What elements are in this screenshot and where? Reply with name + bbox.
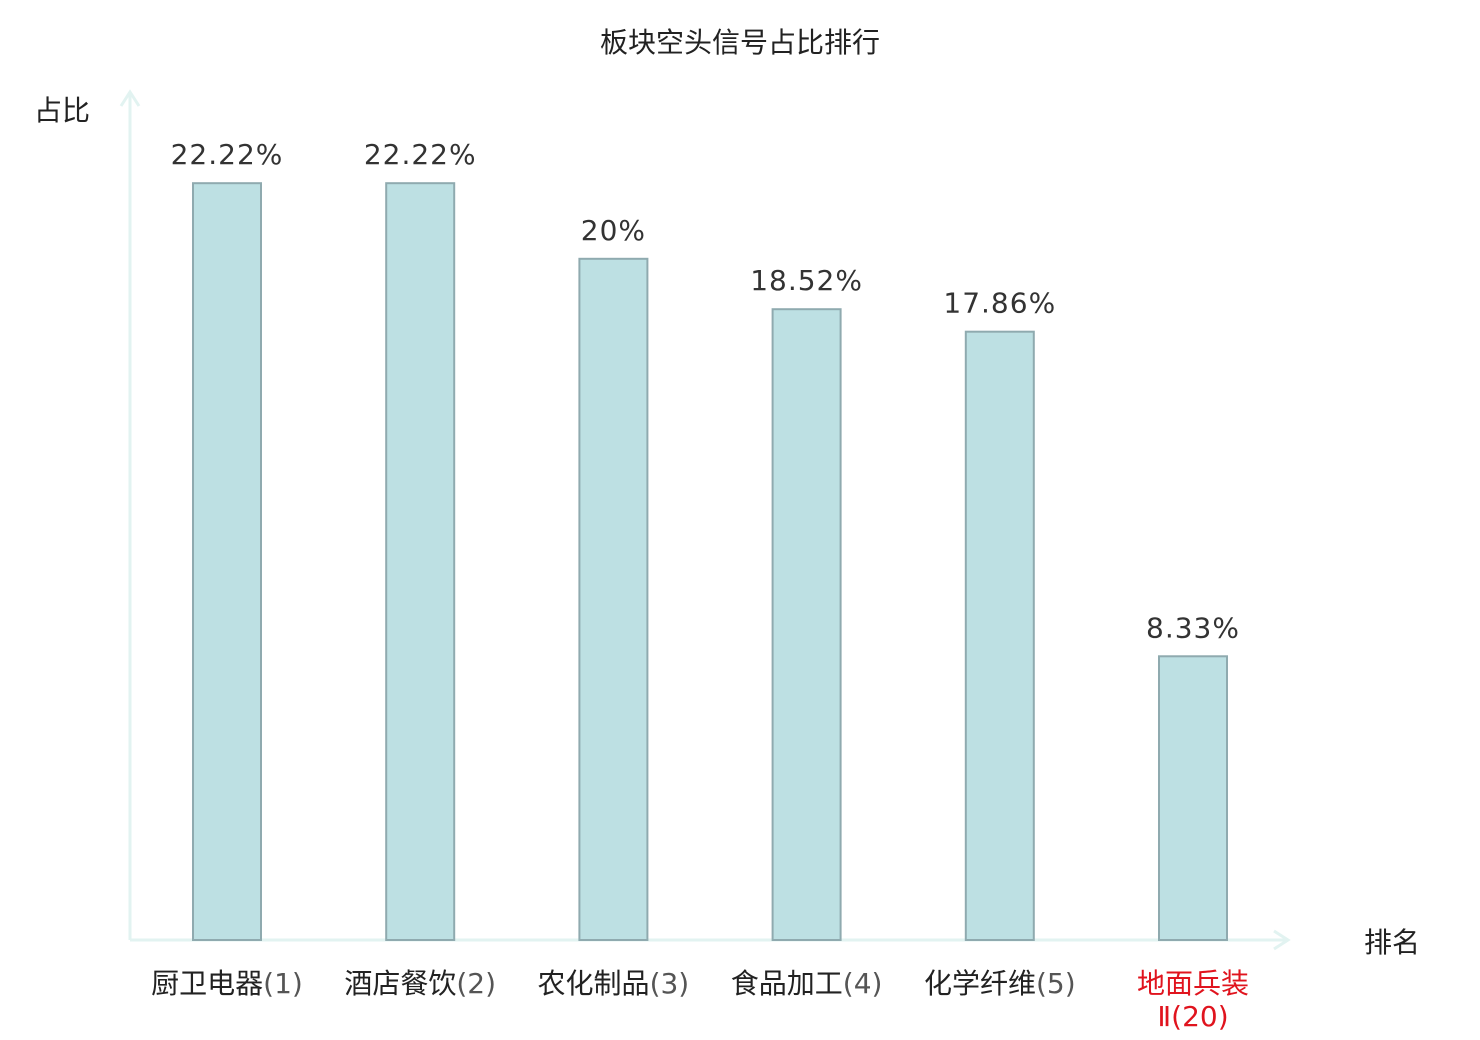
bar: [192, 182, 262, 941]
value-label: 20%: [581, 214, 646, 247]
x-tick-rank: (2): [456, 967, 496, 1000]
bar: [771, 308, 842, 941]
x-axis-title: 排名: [1364, 926, 1420, 959]
bar: [578, 257, 649, 941]
x-tick-label: 厨卫电器(1): [151, 967, 303, 1000]
bar: [964, 330, 1035, 941]
x-tick-rank: (1): [263, 967, 303, 1000]
y-axis-arrow: [119, 89, 141, 107]
x-tick-rank: (5): [1036, 967, 1076, 1000]
bar: [1158, 655, 1228, 941]
x-tick-rank: Ⅱ(20): [1157, 1000, 1228, 1033]
x-tick-label: 化学纤维(5): [924, 967, 1076, 1000]
bars-group: [192, 182, 1228, 941]
value-label: 17.86%: [943, 287, 1056, 320]
x-tick-rank: (4): [843, 967, 883, 1000]
x-tick-rank: (3): [650, 967, 690, 1000]
axes: [119, 89, 1291, 951]
x-tick-label: 酒店餐饮(2): [344, 967, 496, 1000]
value-label: 22.22%: [171, 138, 284, 171]
value-label: 22.22%: [364, 138, 477, 171]
bar: [385, 182, 456, 941]
chart-title: 板块空头信号占比排行: [600, 26, 880, 59]
y-axis-title: 占比: [34, 94, 90, 127]
x-tick-label: 食品加工(4): [731, 967, 883, 1000]
x-tick-labels-group: 厨卫电器(1) 酒店餐饮(2) 农化制品(3) 食品加工(4) 化学纤维(5) 地面兵装Ⅱ…: [151, 967, 1249, 1033]
value-label: 18.52%: [750, 264, 863, 297]
x-axis-arrow: [1273, 929, 1291, 951]
x-tick-label: 农化制品(3): [538, 967, 690, 1000]
value-labels-group: 22.22% 22.22% 20% 18.52% 17.86% 8.33%: [171, 138, 1240, 644]
x-tick-label: 地面兵装: [1137, 967, 1249, 1000]
value-label: 8.33%: [1146, 611, 1240, 644]
